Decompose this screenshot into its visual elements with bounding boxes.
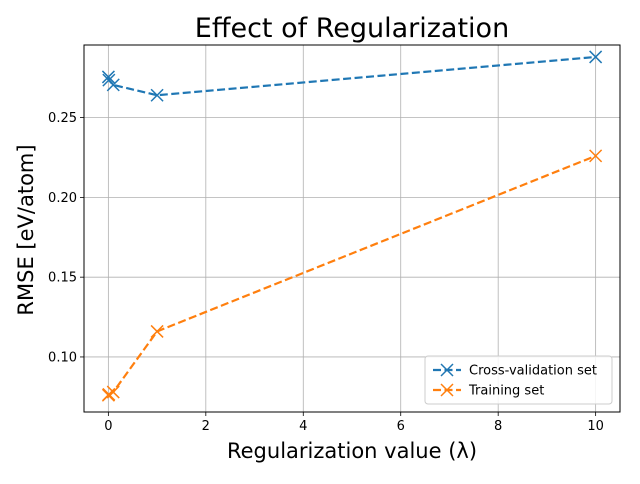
- series-0: [101, 50, 603, 102]
- marker-stroke: [106, 385, 120, 399]
- grid-lines: [84, 45, 620, 412]
- data-point: [102, 387, 116, 401]
- y-tick-label: 0.25: [48, 111, 77, 126]
- y-axis-label: RMSE [eV/atom]: [14, 144, 38, 315]
- series-1: [101, 149, 603, 402]
- axis-ticks: 0 2 4 6 8 10 0.10 0.15 0.20 0.25: [48, 111, 604, 434]
- legend-marker: [440, 383, 454, 397]
- data-point: [106, 385, 120, 399]
- plot-area-frame: [83, 44, 621, 413]
- marker-stroke: [101, 70, 115, 84]
- marker-stroke: [150, 324, 164, 338]
- y-tick-label: 0.20: [48, 191, 77, 206]
- y-tick-label: 0.15: [48, 271, 77, 286]
- y-tick-label: 0.10: [48, 350, 77, 365]
- x-axis-label: Regularization value (λ): [227, 439, 477, 463]
- data-point: [589, 50, 603, 64]
- marker-stroke: [589, 149, 603, 163]
- chart-title: Effect of Regularization: [195, 13, 509, 44]
- marker-stroke: [589, 50, 603, 64]
- data-point: [101, 70, 115, 84]
- legend-label: Training set: [468, 384, 544, 399]
- legend: Cross-validation set Training set: [424, 355, 613, 405]
- x-tick-label: 4: [299, 419, 307, 434]
- x-tick-label: 10: [587, 419, 604, 434]
- legend-marker: [440, 363, 454, 377]
- x-tick-label: 6: [397, 419, 405, 434]
- marker-stroke: [106, 78, 120, 92]
- marker-stroke: [440, 383, 454, 397]
- x-tick-label: 8: [494, 419, 502, 434]
- marker-stroke: [150, 88, 164, 102]
- marker-stroke: [102, 387, 116, 401]
- data-point: [589, 149, 603, 163]
- x-tick-label: 0: [104, 419, 112, 434]
- marker-stroke: [440, 363, 454, 377]
- legend-entry: Training set: [433, 383, 544, 399]
- data-point: [150, 324, 164, 338]
- data-point: [150, 88, 164, 102]
- data-point: [106, 78, 120, 92]
- plot-series: [101, 50, 603, 402]
- legend-label: Cross-validation set: [469, 364, 597, 379]
- x-tick-label: 2: [202, 419, 210, 434]
- legend-entry: Cross-validation set: [433, 363, 597, 379]
- legend-box: [424, 355, 613, 405]
